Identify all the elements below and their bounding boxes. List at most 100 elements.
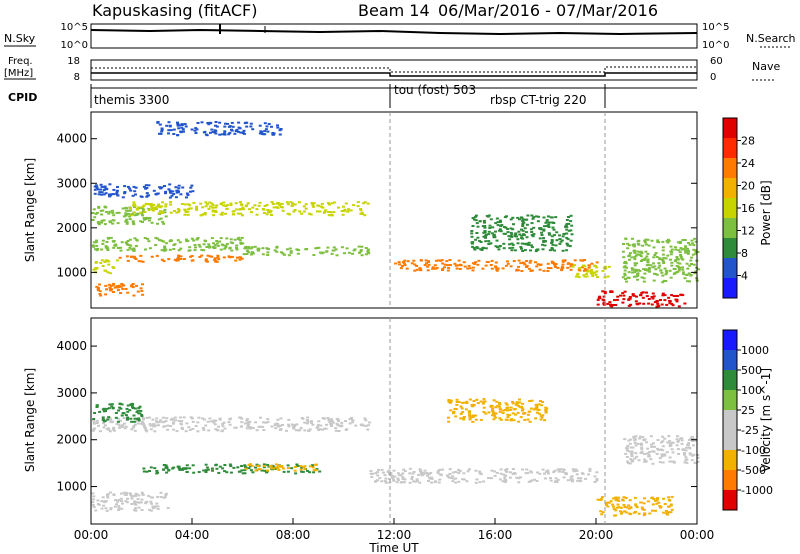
colorbar-segment	[723, 410, 737, 430]
data-cell	[253, 245, 257, 248]
data-cell	[106, 249, 110, 251]
data-cell	[97, 188, 101, 191]
data-cell	[108, 220, 112, 223]
data-cell	[640, 291, 644, 294]
data-cell	[692, 453, 696, 456]
data-cell	[674, 271, 678, 274]
data-cell	[336, 423, 340, 426]
data-cell	[498, 407, 502, 410]
data-cell	[577, 276, 581, 279]
data-cell	[109, 289, 113, 292]
data-cell	[236, 256, 239, 259]
data-cell	[536, 263, 540, 266]
data-cell	[493, 470, 496, 473]
data-cell	[652, 295, 656, 298]
data-cell	[580, 472, 584, 475]
data-cell	[219, 203, 223, 206]
data-cell	[98, 283, 101, 286]
data-cell	[247, 421, 251, 424]
data-cell	[441, 267, 445, 270]
data-cell	[261, 253, 265, 256]
data-cell	[655, 305, 659, 308]
data-cell	[443, 263, 447, 266]
data-cell	[149, 500, 153, 503]
data-cell	[334, 248, 338, 251]
data-cell	[468, 414, 472, 416]
data-cell	[364, 253, 368, 256]
data-cell	[590, 271, 594, 273]
data-cell	[259, 416, 262, 419]
data-cell	[380, 480, 384, 483]
data-cell	[282, 470, 286, 473]
data-cell	[418, 468, 422, 471]
data-cell	[571, 480, 574, 483]
data-cell	[565, 236, 569, 239]
data-cell	[474, 261, 478, 264]
data-cell	[169, 201, 172, 204]
data-cell	[149, 424, 153, 427]
data-cell	[360, 211, 364, 214]
data-cell	[615, 298, 619, 301]
data-cell	[278, 204, 282, 207]
data-cell	[686, 247, 689, 250]
data-cell	[552, 471, 556, 474]
data-cell	[101, 239, 105, 242]
data-cell	[332, 211, 336, 214]
data-cell	[119, 497, 123, 500]
data-cell	[650, 296, 654, 298]
data-cell	[523, 418, 527, 421]
data-cell	[266, 130, 270, 133]
data-cell	[521, 468, 525, 471]
data-cell	[634, 503, 638, 506]
data-cell	[195, 205, 199, 208]
data-cell	[233, 426, 237, 429]
data-cell	[491, 226, 495, 229]
data-cell	[160, 205, 164, 208]
data-cell	[207, 207, 211, 210]
data-cell	[474, 214, 478, 217]
data-cell	[552, 234, 556, 237]
data-cell	[454, 477, 458, 480]
data-cell	[676, 440, 680, 443]
data-cell	[661, 260, 665, 263]
data-cell	[484, 234, 488, 236]
data-cell	[125, 218, 129, 221]
y-tick-label: 1000	[56, 480, 87, 494]
data-cell	[425, 472, 429, 474]
data-cell	[262, 465, 266, 468]
data-cell	[211, 210, 215, 213]
data-cell	[614, 496, 618, 499]
data-cell	[223, 125, 227, 128]
data-cell	[408, 472, 412, 475]
data-cell	[228, 125, 232, 128]
data-cell	[119, 249, 123, 252]
data-cell	[218, 133, 222, 136]
data-cell	[230, 121, 234, 124]
data-cell	[655, 452, 659, 455]
power-colorbar-label: Power [dB]	[759, 180, 773, 245]
data-cell	[281, 252, 285, 255]
data-cell	[494, 261, 498, 264]
data-cell	[569, 263, 573, 266]
data-cell	[186, 213, 190, 216]
data-cell	[596, 498, 600, 501]
data-cell	[350, 416, 354, 419]
data-cell	[141, 214, 145, 217]
data-cell	[261, 247, 265, 250]
data-cell	[241, 207, 245, 209]
data-cell	[511, 216, 515, 219]
data-cell	[602, 301, 606, 304]
data-cell	[550, 260, 554, 263]
data-cell	[173, 416, 177, 419]
data-cell	[485, 215, 489, 217]
data-cell	[144, 429, 148, 431]
data-cell	[266, 418, 270, 421]
data-cell	[653, 445, 656, 448]
data-cell	[116, 194, 120, 197]
data-cell	[113, 505, 117, 508]
data-cell	[470, 242, 474, 245]
data-cell	[149, 428, 153, 431]
data-cell	[642, 438, 646, 441]
data-cell	[692, 263, 696, 266]
data-cell	[638, 251, 642, 254]
